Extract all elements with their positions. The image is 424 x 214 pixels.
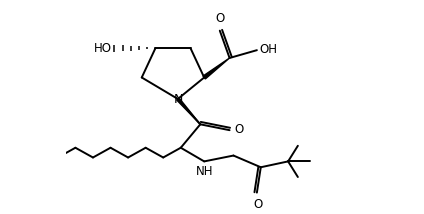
Polygon shape [203, 58, 229, 79]
Text: NH: NH [196, 165, 213, 178]
Text: O: O [234, 123, 243, 136]
Text: HO: HO [94, 42, 112, 55]
Text: O: O [215, 12, 224, 25]
Polygon shape [177, 98, 200, 124]
Text: N: N [174, 93, 183, 106]
Text: O: O [253, 198, 262, 211]
Text: OH: OH [259, 43, 277, 56]
